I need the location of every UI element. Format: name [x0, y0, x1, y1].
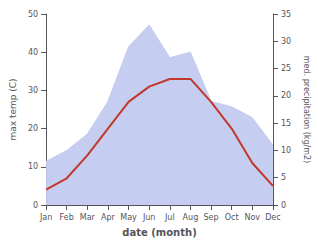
svg-text:50: 50: [28, 10, 38, 19]
svg-text:10: 10: [281, 146, 291, 155]
svg-text:40: 40: [28, 48, 38, 57]
svg-text:5: 5: [281, 173, 286, 182]
svg-text:Nov: Nov: [244, 213, 260, 222]
svg-text:med. precipitation (kg/m2): med. precipitation (kg/m2): [302, 56, 311, 163]
svg-text:Jun: Jun: [142, 213, 156, 222]
svg-text:10: 10: [28, 162, 38, 171]
svg-text:20: 20: [28, 124, 38, 133]
svg-text:Jan: Jan: [39, 213, 52, 222]
svg-text:Jul: Jul: [164, 213, 175, 222]
svg-text:Oct: Oct: [225, 213, 239, 222]
svg-text:Dec: Dec: [265, 213, 280, 222]
svg-text:Feb: Feb: [60, 213, 74, 222]
svg-text:Aug: Aug: [183, 213, 199, 222]
svg-text:25: 25: [281, 64, 291, 73]
svg-text:date (month): date (month): [122, 227, 196, 238]
svg-text:max temp (C): max temp (C): [8, 78, 18, 140]
svg-text:May: May: [120, 213, 137, 222]
svg-text:35: 35: [281, 10, 291, 19]
svg-text:Mar: Mar: [80, 213, 96, 222]
svg-text:0: 0: [281, 201, 286, 210]
svg-text:15: 15: [281, 119, 291, 128]
svg-text:0: 0: [33, 201, 38, 210]
svg-text:30: 30: [281, 37, 291, 46]
svg-text:Sep: Sep: [204, 213, 219, 222]
svg-text:20: 20: [281, 91, 291, 100]
svg-text:Apr: Apr: [101, 213, 116, 222]
svg-text:30: 30: [28, 86, 38, 95]
